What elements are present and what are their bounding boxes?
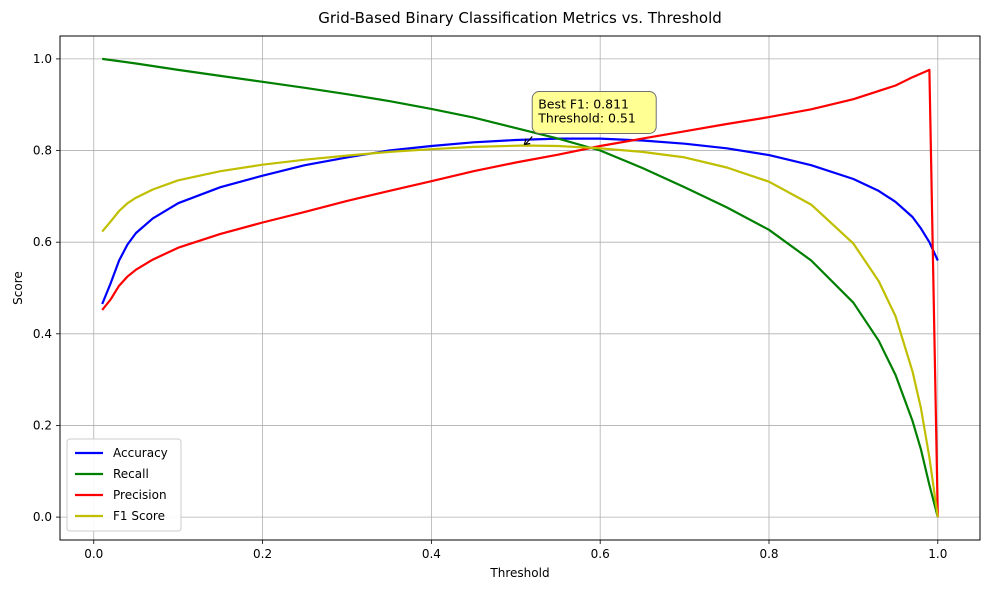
- legend-label-f1-score: F1 Score: [113, 509, 165, 523]
- x-axis-label: Threshold: [489, 566, 549, 580]
- y-axis-label: Score: [11, 271, 25, 305]
- annotation-text-line: Threshold: 0.51: [537, 111, 636, 126]
- axis-ticks: 0.0 0.2 0.4 0.6 0.8 1.0 0.0 0.2 0.4 0.6 0.8 1.0: [33, 52, 947, 561]
- x-tick-label: 0.4: [422, 547, 441, 561]
- y-tick-label: 0.8: [33, 144, 52, 158]
- y-tick-label: 0.2: [33, 418, 52, 432]
- grid: [60, 36, 980, 540]
- legend-label-accuracy: Accuracy: [113, 446, 168, 460]
- x-tick-label: 0.2: [253, 547, 272, 561]
- legend-label-recall: Recall: [113, 467, 149, 481]
- y-tick-label: 0.0: [33, 510, 52, 524]
- plot-area-frame: [59, 35, 981, 541]
- legend: Accuracy Recall Precision F1 Score: [66, 438, 182, 532]
- x-tick-label: 0.8: [759, 547, 778, 561]
- series-lines: [101, 57, 939, 518]
- series-line-f1-score: [101, 144, 939, 518]
- y-tick-label: 0.6: [33, 235, 52, 249]
- legend-label-precision: Precision: [113, 488, 167, 502]
- x-tick-label: 0.0: [84, 547, 103, 561]
- y-tick-label: 1.0: [33, 52, 52, 66]
- annotation-text-line: Best F1: 0.811: [538, 97, 629, 112]
- y-tick-label: 0.4: [33, 327, 52, 341]
- series-line-recall: [102, 57, 939, 518]
- series-line-precision: [101, 68, 939, 518]
- legend-box: [66, 438, 182, 532]
- annotation-arrow: [523, 136, 533, 146]
- x-tick-label: 0.6: [591, 547, 610, 561]
- annotation-box: [531, 91, 657, 135]
- series-line-accuracy: [101, 137, 939, 305]
- chart-title: Grid-Based Binary Classification Metrics…: [318, 9, 722, 27]
- x-tick-label: 1.0: [928, 547, 947, 561]
